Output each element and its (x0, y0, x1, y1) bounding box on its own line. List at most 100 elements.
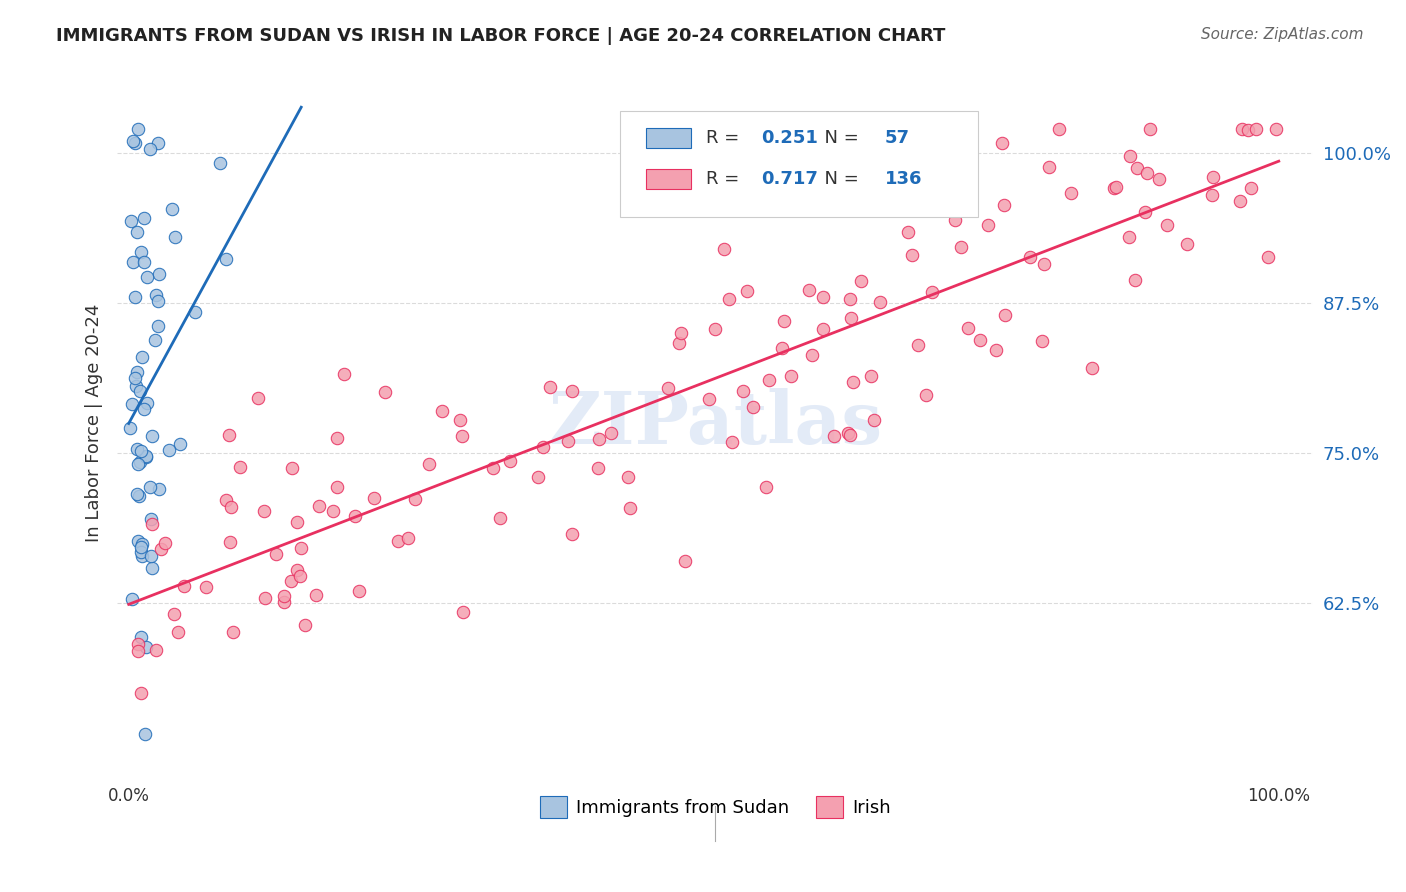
Point (163, 230, 186, 244)
Point (122, 134, 145, 148)
Point (499, 454, 522, 468)
Point (770, 341, 793, 355)
Point (173, 579, 195, 593)
Point (129, 443, 152, 458)
Point (1118, 229, 1140, 244)
Point (139, 142, 162, 156)
Point (129, 541, 152, 555)
Point (841, 310, 863, 325)
Point (141, 561, 163, 575)
Point (127, 121, 149, 136)
Point (290, 541, 312, 556)
Point (326, 479, 349, 493)
Point (222, 624, 245, 639)
Point (1156, 218, 1178, 232)
Point (124, 371, 146, 385)
Point (949, 240, 972, 254)
Point (617, 469, 640, 483)
Text: 136: 136 (886, 170, 922, 188)
Point (141, 516, 163, 531)
Point (839, 427, 862, 442)
Point (860, 368, 883, 383)
FancyBboxPatch shape (645, 128, 692, 148)
Point (561, 527, 583, 541)
Point (823, 429, 845, 443)
Point (124, 290, 146, 304)
Point (219, 535, 242, 549)
Point (1060, 186, 1083, 200)
Point (136, 395, 159, 409)
Point (128, 489, 150, 503)
Point (253, 504, 276, 518)
Point (531, 440, 554, 454)
Point (801, 348, 824, 362)
Point (129, 455, 152, 469)
Point (1244, 121, 1267, 136)
Point (139, 480, 162, 494)
Point (755, 479, 778, 493)
Point (1257, 250, 1279, 264)
Point (851, 274, 873, 288)
Point (907, 337, 929, 351)
Point (451, 429, 474, 443)
Point (127, 637, 149, 651)
Point (994, 308, 1017, 322)
Point (285, 563, 308, 577)
Point (619, 500, 641, 515)
Legend: Immigrants from Sudan, Irish: Immigrants from Sudan, Irish (533, 789, 898, 825)
Point (273, 595, 295, 609)
Point (333, 368, 356, 382)
Point (1229, 194, 1251, 209)
Point (811, 289, 834, 303)
Point (135, 640, 157, 655)
Point (993, 198, 1015, 212)
Text: 0.251: 0.251 (761, 129, 817, 147)
Point (1230, 121, 1253, 136)
Point (132, 401, 155, 416)
Point (1201, 188, 1223, 202)
Point (127, 644, 149, 658)
Point (149, 542, 172, 557)
Point (264, 547, 287, 561)
Point (195, 580, 218, 594)
Point (713, 242, 735, 256)
Point (134, 727, 156, 741)
Point (669, 326, 692, 341)
Point (219, 500, 242, 514)
Point (363, 491, 385, 506)
Point (169, 436, 191, 450)
Point (1201, 170, 1223, 185)
Text: R =: R = (706, 170, 745, 188)
Point (481, 461, 503, 475)
Point (148, 482, 170, 496)
Point (124, 136, 146, 151)
Point (1031, 334, 1053, 349)
Point (322, 504, 344, 518)
Point (148, 319, 170, 334)
Point (557, 434, 579, 448)
Point (387, 533, 409, 548)
Point (131, 630, 153, 644)
Point (148, 268, 170, 282)
Text: Source: ZipAtlas.com: Source: ZipAtlas.com (1201, 27, 1364, 42)
Point (977, 218, 1000, 232)
Point (488, 510, 510, 524)
Point (731, 384, 754, 398)
Point (990, 136, 1012, 150)
Point (735, 284, 758, 298)
Point (451, 605, 474, 619)
Point (120, 421, 142, 435)
Point (1139, 121, 1161, 136)
Text: IMMIGRANTS FROM SUDAN VS IRISH IN LABOR FORCE | AGE 20-24 CORRELATION CHART: IMMIGRANTS FROM SUDAN VS IRISH IN LABOR … (56, 27, 946, 45)
Point (166, 624, 188, 639)
Point (1264, 121, 1286, 136)
Point (347, 583, 370, 598)
Point (943, 213, 966, 227)
Point (430, 404, 453, 418)
Point (162, 202, 184, 217)
Point (146, 136, 169, 150)
Point (668, 335, 690, 350)
Point (657, 380, 679, 394)
Point (143, 333, 166, 347)
Point (915, 388, 938, 402)
